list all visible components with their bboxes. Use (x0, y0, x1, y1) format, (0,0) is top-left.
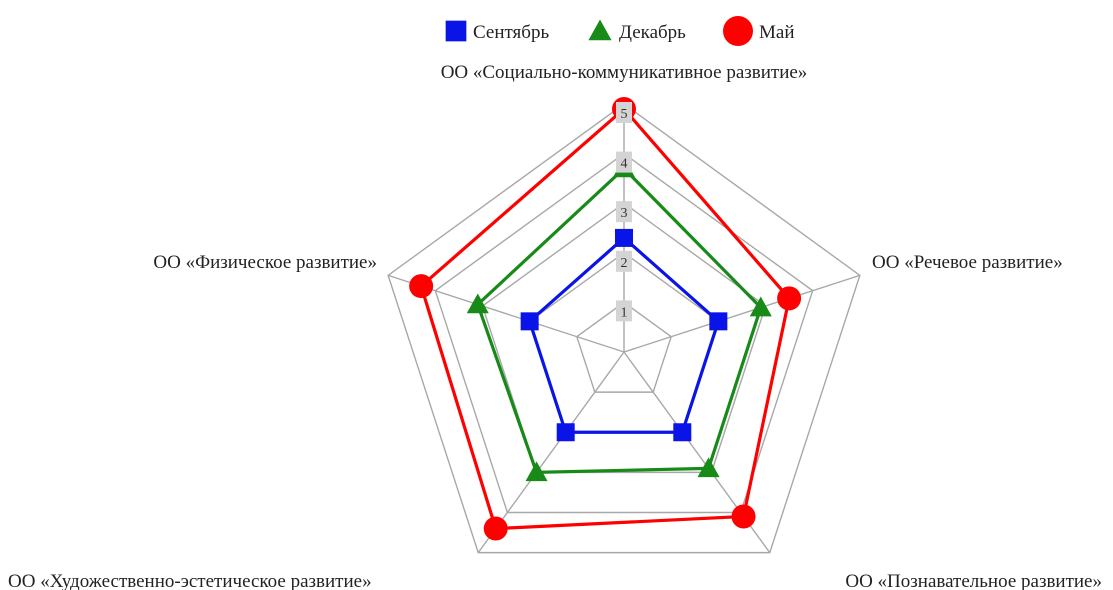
tick-label: 4 (616, 151, 632, 173)
grid-ring (387, 103, 861, 554)
tick-label-bg (616, 250, 632, 272)
series-line (527, 235, 721, 434)
data-point-circle[interactable] (409, 274, 434, 299)
legend-label: Сентябрь (473, 22, 549, 43)
grid-spoke (623, 274, 861, 353)
data-point-circle[interactable] (723, 16, 753, 46)
series-line (419, 106, 791, 531)
category-labels: ОО «Социально-коммуникативное развитие» … (8, 62, 1102, 590)
series-square (520, 228, 728, 442)
data-point-triangle[interactable] (749, 296, 772, 317)
tick-label-bg (616, 102, 632, 123)
data-point-circle[interactable] (483, 516, 508, 541)
data-point-circle[interactable] (777, 286, 802, 311)
data-point-triangle[interactable] (525, 461, 548, 482)
legend-item-september[interactable]: Сентябрь (445, 20, 550, 43)
legend-label: Декабрь (619, 22, 686, 43)
grid-ring (576, 301, 672, 393)
legend-item-december[interactable]: Декабрь (588, 19, 686, 43)
legend-marker-square (445, 20, 467, 42)
data-point-triangle[interactable] (588, 19, 612, 41)
legend-label: Май (759, 22, 795, 43)
tick-label: 5 (616, 102, 632, 123)
data-point-triangle[interactable] (466, 293, 489, 314)
tick-label-2: 2 (621, 256, 628, 271)
data-point-square[interactable] (445, 20, 467, 42)
category-label-social: ОО «Социально-коммуникативное развитие» (441, 62, 808, 83)
series-circle (409, 96, 802, 541)
data-point-square[interactable] (520, 312, 539, 331)
data-point-circle[interactable] (731, 504, 756, 529)
tick-label-3: 3 (621, 206, 628, 221)
series-line (475, 166, 763, 475)
tick-label-bg (616, 201, 632, 223)
category-label-cognitive: ОО «Познавательное развитие» (845, 571, 1102, 590)
data-point-square[interactable] (709, 312, 728, 331)
tick-label-bg (616, 300, 632, 322)
tick-label-4: 4 (621, 157, 628, 172)
data-point-square[interactable] (615, 228, 633, 247)
tick-label-1: 1 (621, 305, 628, 320)
legend: Сентябрь Декабрь Май (445, 16, 795, 46)
legend-marker-triangle (588, 19, 612, 41)
data-point-triangle[interactable] (697, 457, 720, 478)
legend-marker-circle (723, 16, 753, 46)
tick-label: 2 (616, 250, 632, 272)
category-label-physical: ОО «Физическое развитие» (153, 252, 377, 273)
data-point-square[interactable] (556, 423, 575, 442)
series-triangle (466, 157, 772, 482)
grid-ring (434, 152, 814, 514)
series-layer (409, 96, 802, 541)
tick-label: 3 (616, 201, 632, 223)
data-point-square[interactable] (673, 423, 692, 442)
tick-label-5: 5 (621, 107, 628, 122)
legend-item-may[interactable]: Май (723, 16, 795, 46)
category-label-speech: ОО «Речевое развитие» (872, 252, 1063, 273)
tick-label: 1 (616, 300, 632, 322)
tick-label-bg (616, 151, 632, 173)
tick-labels: 1 2 3 4 5 (616, 102, 632, 322)
category-label-artistic: ОО «Художественно-эстетическое развитие» (8, 571, 372, 590)
